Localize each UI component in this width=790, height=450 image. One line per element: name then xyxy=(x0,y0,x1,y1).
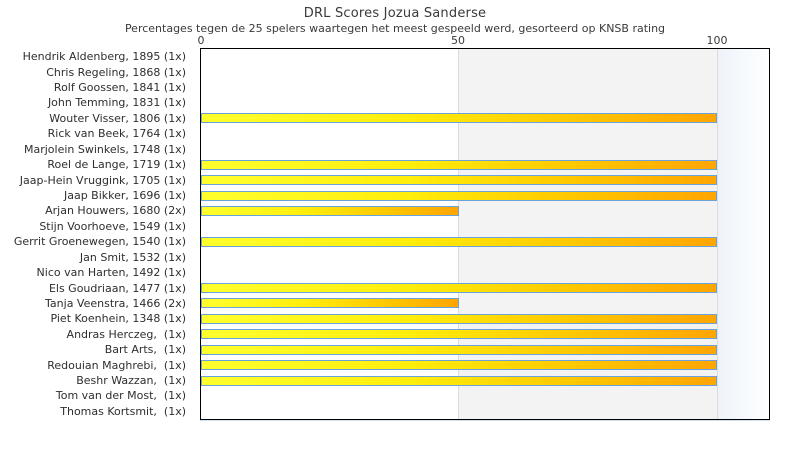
player-label: Jaap Bikker, 1696 (1x) xyxy=(63,189,186,202)
score-bar xyxy=(201,283,717,294)
player-label: Arjan Houwers, 1680 (2x) xyxy=(45,204,186,218)
score-bar xyxy=(201,236,717,247)
chart-row xyxy=(201,188,769,203)
chart-row xyxy=(201,342,769,357)
chart-row xyxy=(201,296,769,311)
chart-row xyxy=(201,203,769,218)
chart-row xyxy=(201,327,769,342)
chart-row xyxy=(201,64,769,79)
chart-row xyxy=(201,249,769,264)
player-label: Chris Regeling, 1868 (1x) xyxy=(46,65,186,79)
chart-row xyxy=(201,80,769,95)
score-bar xyxy=(201,190,717,201)
player-label: Nico van Harten, 1492 (1x) xyxy=(36,266,186,280)
player-label: Marjolein Swinkels, 1748 (1x) xyxy=(23,142,186,156)
x-axis-tick-100: 100 xyxy=(706,34,728,47)
labels-column: Hendrik Aldenberg, 1895 (1x) Chris Regeli… xyxy=(0,49,193,419)
player-label: Roel de Lange, 1719 (1x) xyxy=(47,158,186,172)
score-bar xyxy=(201,298,459,309)
score-bar xyxy=(201,360,717,371)
chart-title: DRL Scores Jozua Sanderse xyxy=(303,6,487,21)
score-bar xyxy=(201,344,717,355)
player-label: Tom van der Most, (1x) xyxy=(55,389,186,403)
chart-row xyxy=(201,234,769,249)
chart-subtitle: Percentages tegen de 25 spelers waartege… xyxy=(124,22,666,35)
chart-row xyxy=(201,49,769,64)
player-label: Jan Smit, 1532 (1x) xyxy=(79,250,186,264)
player-label: Stijn Voorhoeve, 1549 (1x) xyxy=(39,219,186,233)
player-label: Gerrit Groenewegen, 1540 (1x) xyxy=(13,235,186,249)
player-label: Tanja Veenstra, 1466 (2x) xyxy=(45,296,186,310)
gridline-100 xyxy=(717,49,718,419)
player-label: Rick van Beek, 1764 (1x) xyxy=(47,127,186,141)
score-bar xyxy=(201,159,717,170)
score-bar xyxy=(201,313,717,324)
chart-row xyxy=(201,95,769,110)
chart-row xyxy=(201,157,769,172)
player-label: Els Goudriaan, 1477 (1x) xyxy=(48,281,186,295)
player-label: Wouter Visser, 1806 (1x) xyxy=(49,111,186,125)
score-bar xyxy=(201,205,459,216)
player-label: Hendrik Aldenberg, 1895 (1x) xyxy=(22,50,186,64)
player-label: Redouian Maghrebi, (1x) xyxy=(47,358,186,372)
chart-row xyxy=(201,311,769,326)
x-axis-tick-0: 0 xyxy=(197,34,205,47)
player-label: Piet Koenhein, 1348 (1x) xyxy=(50,312,186,326)
player-label: Andras Herczeg, (1x) xyxy=(66,327,186,341)
x-axis: 0 50 100 xyxy=(0,34,790,47)
chart-row xyxy=(201,265,769,280)
bars-column xyxy=(201,49,769,419)
player-label: Thomas Kortsmit, (1x) xyxy=(60,404,186,418)
chart-row xyxy=(201,111,769,126)
score-bar xyxy=(201,329,717,340)
chart-row xyxy=(201,357,769,372)
score-bar xyxy=(201,375,717,386)
plot-area xyxy=(200,48,770,420)
chart-row xyxy=(201,280,769,295)
player-label: Jaap-Hein Vruggink, 1705 (1x) xyxy=(19,173,186,187)
player-label: Beshr Wazzan, (1x) xyxy=(76,374,186,388)
band-50-100 xyxy=(458,49,717,419)
player-label: Bart Arts, (1x) xyxy=(104,343,186,357)
player-label: Rolf Goossen, 1841 (1x) xyxy=(53,81,186,95)
score-bar xyxy=(201,113,717,124)
band-overflow xyxy=(717,49,769,419)
chart-row xyxy=(201,126,769,141)
chart-row xyxy=(201,172,769,187)
player-label: John Temming, 1831 (1x) xyxy=(47,96,186,110)
chart-row xyxy=(201,373,769,388)
chart-row xyxy=(201,388,769,403)
chart-row xyxy=(201,219,769,234)
gridline-50 xyxy=(458,49,459,419)
x-axis-tick-50: 50 xyxy=(451,34,465,47)
score-bar xyxy=(201,175,717,186)
chart-row xyxy=(201,142,769,157)
chart-row xyxy=(201,404,769,419)
